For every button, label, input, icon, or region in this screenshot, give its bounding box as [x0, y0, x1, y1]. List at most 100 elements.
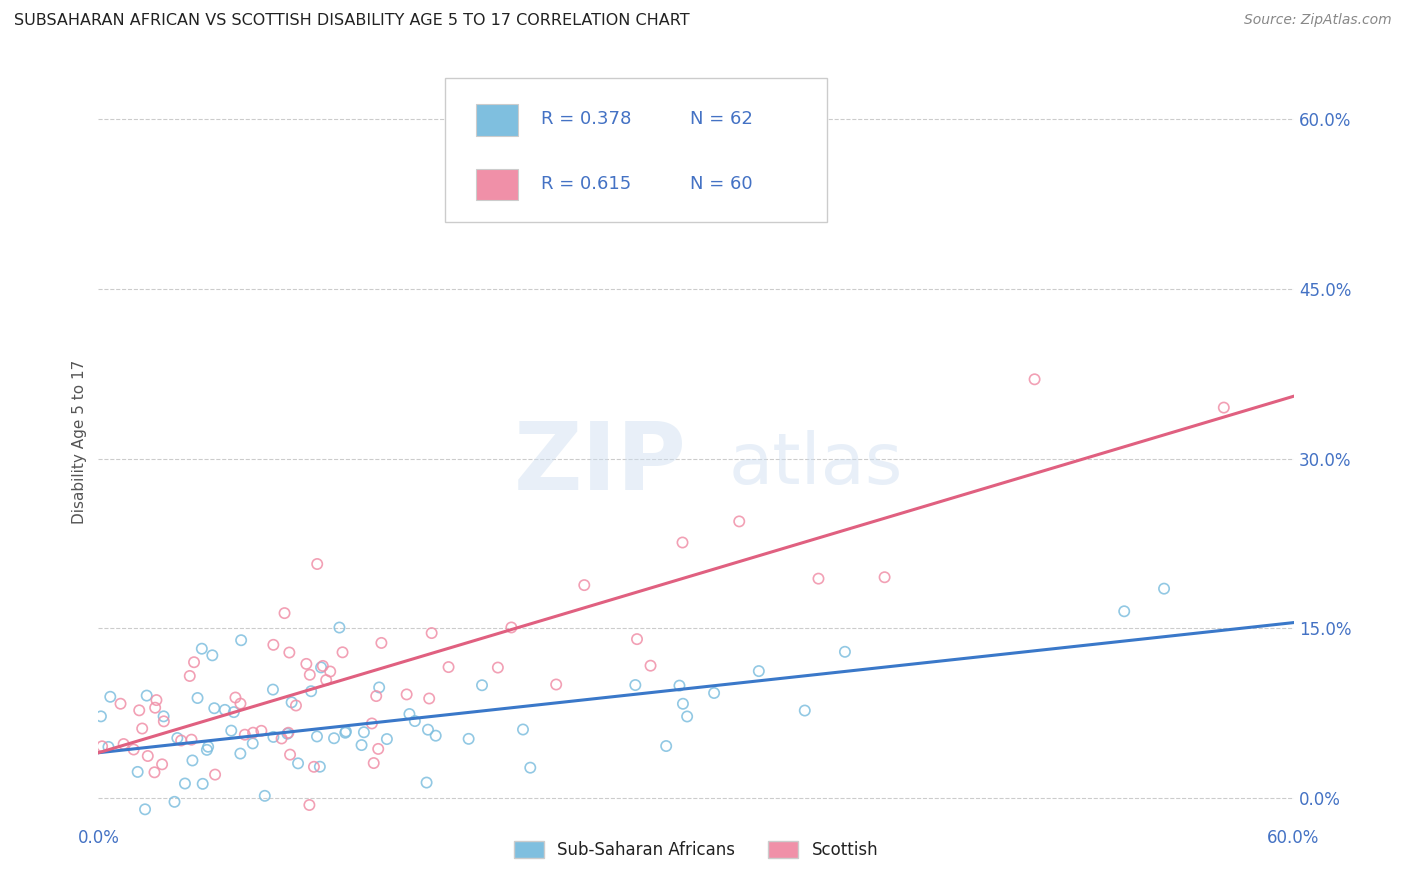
Point: [335, 725, 357, 739]
Point: [748, 664, 770, 678]
Point: [214, 703, 236, 717]
Point: [319, 665, 342, 679]
Point: [219, 723, 242, 738]
Point: [250, 723, 273, 738]
Point: [1153, 582, 1175, 596]
Point: [1024, 372, 1046, 386]
Point: [335, 724, 357, 739]
Point: [350, 738, 373, 752]
Point: [308, 760, 330, 774]
Point: [187, 691, 209, 706]
Point: [170, 733, 193, 747]
Point: [672, 697, 695, 711]
Text: R = 0.378: R = 0.378: [541, 111, 631, 128]
Point: [90, 709, 112, 723]
Point: [298, 797, 321, 812]
Point: [512, 723, 534, 737]
Point: [416, 723, 439, 737]
Point: [277, 725, 299, 739]
Point: [134, 802, 156, 816]
Point: [375, 732, 398, 747]
Point: [834, 645, 856, 659]
Point: [280, 695, 302, 709]
Point: [728, 515, 751, 529]
Point: [163, 795, 186, 809]
Text: Source: ZipAtlas.com: Source: ZipAtlas.com: [1244, 13, 1392, 28]
Point: [128, 703, 150, 717]
Point: [366, 689, 388, 703]
Point: [273, 606, 295, 620]
Point: [191, 777, 214, 791]
Point: [195, 743, 218, 757]
Point: [202, 701, 225, 715]
Point: [363, 756, 385, 770]
Point: [395, 687, 418, 701]
Point: [276, 727, 298, 741]
Point: [152, 709, 174, 723]
Point: [298, 667, 321, 681]
Point: [204, 767, 226, 781]
Point: [262, 638, 284, 652]
Point: [229, 697, 252, 711]
Point: [278, 747, 301, 762]
Point: [626, 202, 648, 217]
Point: [370, 636, 392, 650]
Point: [309, 660, 332, 674]
Point: [229, 633, 252, 648]
Point: [191, 641, 214, 656]
Point: [224, 690, 246, 705]
Point: [91, 739, 114, 754]
Point: [471, 678, 494, 692]
Point: [353, 725, 375, 739]
Point: [112, 737, 135, 751]
Point: [315, 673, 337, 687]
Point: [183, 655, 205, 669]
Point: [153, 714, 176, 729]
Point: [222, 705, 245, 719]
Text: N = 60: N = 60: [690, 175, 752, 193]
Point: [233, 728, 256, 742]
Point: [676, 709, 699, 723]
Point: [197, 739, 219, 754]
Point: [323, 731, 346, 746]
Text: atlas: atlas: [728, 430, 903, 499]
Point: [166, 731, 188, 745]
Point: [174, 776, 197, 790]
Point: [135, 689, 157, 703]
Point: [229, 747, 252, 761]
Legend: Sub-Saharan Africans, Scottish: Sub-Saharan Africans, Scottish: [508, 834, 884, 865]
Y-axis label: Disability Age 5 to 17: Disability Age 5 to 17: [72, 359, 87, 524]
Point: [671, 535, 693, 549]
Point: [519, 761, 541, 775]
FancyBboxPatch shape: [446, 78, 827, 221]
Point: [361, 716, 384, 731]
Text: N = 62: N = 62: [690, 111, 752, 128]
Point: [305, 730, 328, 744]
Point: [285, 698, 308, 713]
Point: [437, 660, 460, 674]
Text: R = 0.615: R = 0.615: [541, 175, 631, 193]
Point: [262, 682, 284, 697]
Point: [367, 742, 389, 756]
Point: [486, 660, 509, 674]
Point: [295, 657, 318, 671]
Point: [655, 739, 678, 753]
Point: [501, 620, 523, 634]
Point: [242, 725, 264, 739]
Point: [404, 714, 426, 728]
Point: [703, 686, 725, 700]
Point: [131, 722, 153, 736]
Point: [425, 729, 447, 743]
Point: [368, 681, 391, 695]
Point: [143, 765, 166, 780]
Point: [546, 677, 568, 691]
Point: [312, 659, 335, 673]
Point: [398, 706, 420, 721]
Point: [122, 742, 145, 756]
Point: [624, 678, 647, 692]
Point: [287, 756, 309, 771]
Point: [179, 669, 201, 683]
Point: [457, 731, 479, 746]
Point: [110, 697, 132, 711]
Point: [415, 775, 437, 789]
